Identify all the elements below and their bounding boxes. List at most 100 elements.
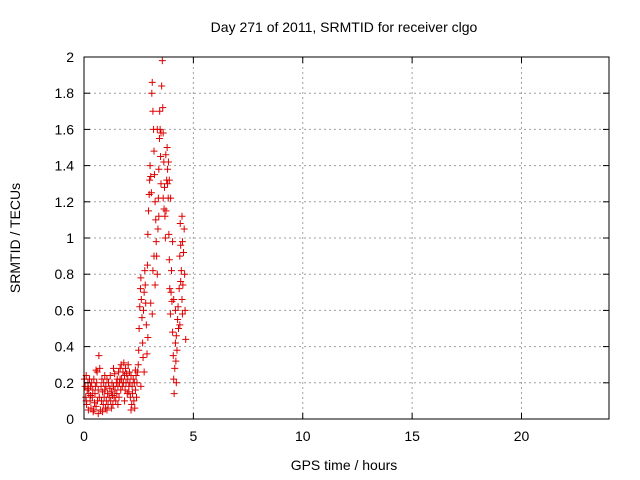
data-point — [102, 382, 110, 390]
data-point — [150, 252, 158, 260]
data-point — [143, 350, 151, 358]
data-point — [154, 225, 162, 233]
y-tick-label: 1.2 — [55, 194, 75, 210]
data-point — [147, 189, 155, 197]
data-point — [122, 364, 130, 372]
data-point — [180, 248, 188, 256]
data-point — [176, 220, 184, 228]
data-point — [161, 234, 169, 242]
data-point — [133, 379, 141, 387]
data-point — [153, 270, 161, 278]
data-point — [178, 310, 186, 318]
data-point — [145, 207, 153, 215]
data-point — [142, 321, 150, 329]
data-point — [120, 397, 128, 405]
data-point — [165, 256, 173, 264]
y-tick-label: 1.4 — [55, 158, 75, 174]
data-point — [171, 306, 179, 314]
data-point — [151, 281, 159, 289]
data-point — [177, 241, 185, 249]
data-point — [130, 397, 138, 405]
data-point — [128, 382, 136, 390]
data-point — [87, 391, 95, 399]
data-point — [123, 370, 131, 378]
data-point — [170, 375, 178, 383]
data-point — [159, 104, 167, 112]
data-point — [136, 285, 144, 293]
data-point — [167, 194, 175, 202]
data-point — [124, 361, 132, 369]
data-point — [152, 216, 160, 224]
data-point — [106, 384, 114, 392]
data-point — [178, 296, 186, 304]
data-point — [157, 180, 165, 188]
x-tick-label: 15 — [404, 428, 420, 444]
data-point — [101, 404, 109, 412]
data-point — [135, 325, 143, 332]
data-point — [143, 261, 151, 269]
data-point — [120, 359, 128, 367]
data-point — [108, 391, 116, 399]
data-point — [172, 332, 180, 340]
y-tick-label: 0.6 — [55, 302, 75, 318]
data-point — [92, 402, 100, 410]
data-point — [176, 252, 184, 260]
data-point — [169, 238, 177, 246]
data-point — [91, 399, 98, 407]
data-point — [161, 183, 168, 191]
data-point — [133, 393, 140, 401]
data-point — [146, 162, 154, 170]
data-point — [101, 372, 109, 380]
data-point — [139, 353, 147, 361]
data-point — [146, 176, 154, 184]
data-point — [115, 393, 123, 401]
data-point — [155, 134, 163, 142]
data-point — [158, 82, 166, 90]
y-tick-label: 1 — [66, 230, 74, 246]
data-point — [166, 310, 174, 318]
data-point — [139, 339, 147, 347]
data-point — [129, 375, 137, 383]
data-point — [121, 386, 129, 394]
data-point — [164, 158, 172, 166]
data-point — [93, 379, 101, 387]
data-point — [87, 404, 95, 412]
data-point — [168, 267, 175, 275]
data-point — [172, 357, 180, 365]
y-tick-labels: 0 0.2 0.4 0.6 0.8 1 1.2 1.4 1.6 1.8 2 — [55, 49, 75, 427]
data-point — [181, 306, 189, 314]
y-tick-label: 2 — [66, 49, 74, 65]
y-tick-label: 0.4 — [55, 339, 75, 355]
data-point — [177, 267, 185, 275]
data-point — [174, 315, 182, 323]
y-tick-label: 0 — [66, 411, 74, 427]
data-point — [180, 225, 188, 233]
x-axis-label: GPS time / hours — [291, 457, 398, 473]
x-tick-labels: 0 5 10 15 20 — [80, 428, 529, 444]
data-point — [182, 335, 190, 343]
data-point — [147, 299, 155, 307]
data-point — [103, 406, 111, 414]
data-point — [93, 368, 101, 376]
data-point — [147, 172, 155, 180]
data-point — [127, 406, 135, 414]
x-tick-label: 20 — [514, 428, 530, 444]
data-point — [113, 390, 121, 398]
data-point — [148, 310, 156, 318]
y-tick-label: 0.2 — [55, 375, 75, 391]
data-point — [171, 339, 179, 347]
data-point — [131, 404, 139, 412]
data-point — [140, 306, 147, 314]
data-point — [160, 205, 168, 213]
data-point — [163, 144, 171, 151]
x-tick-label: 10 — [295, 428, 311, 444]
data-point — [91, 390, 99, 398]
grid-lines — [84, 57, 609, 419]
data-point — [164, 165, 172, 173]
data-point — [137, 382, 145, 390]
data-point — [153, 125, 161, 133]
data-point — [172, 379, 180, 387]
data-point — [175, 285, 183, 293]
data-point — [150, 147, 158, 155]
data-point — [170, 390, 178, 398]
